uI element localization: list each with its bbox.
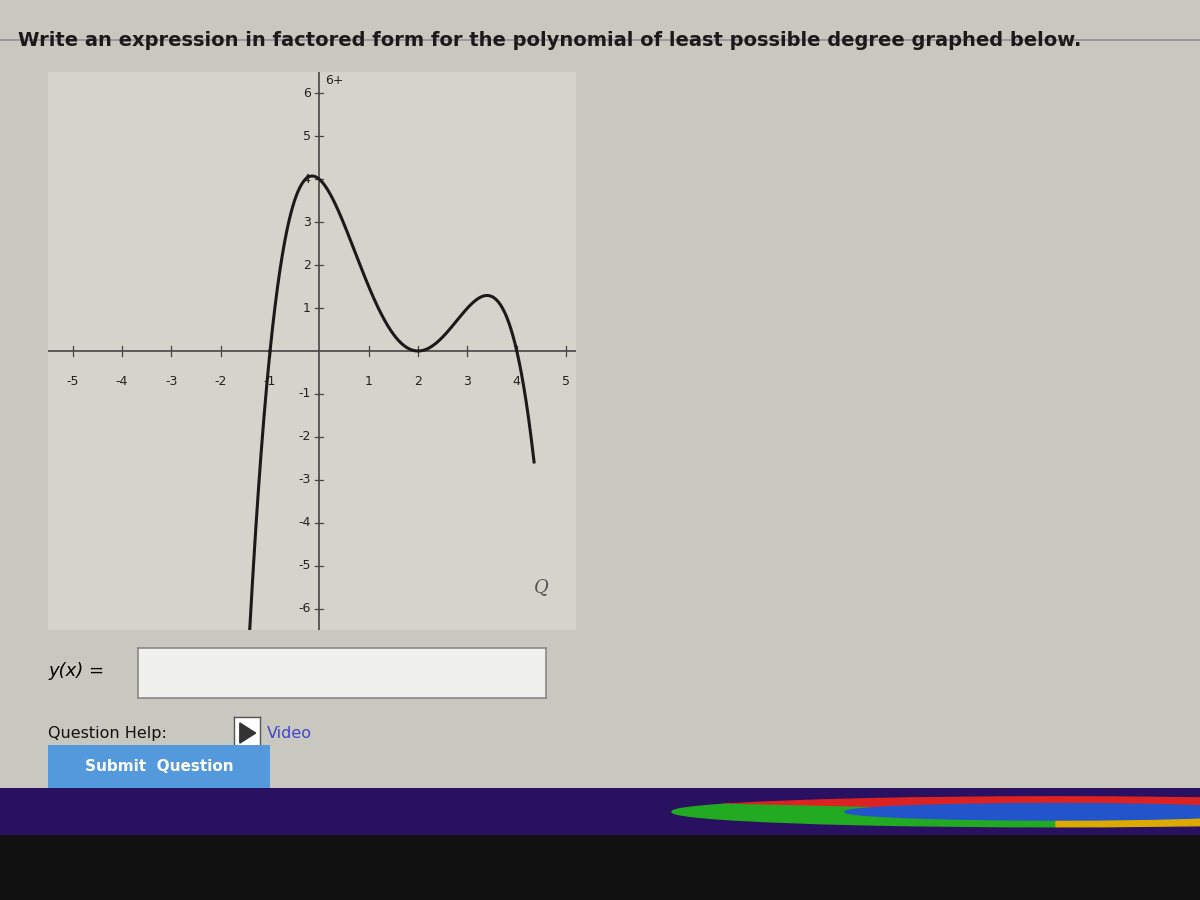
Text: -1: -1 bbox=[264, 374, 276, 388]
Text: -4: -4 bbox=[116, 374, 128, 388]
Polygon shape bbox=[240, 723, 256, 743]
Text: Q: Q bbox=[534, 578, 548, 596]
Text: -5: -5 bbox=[66, 374, 79, 388]
Text: 6: 6 bbox=[302, 87, 311, 100]
Text: Question Help:: Question Help: bbox=[48, 726, 167, 741]
Text: Video: Video bbox=[266, 726, 312, 741]
Text: 4: 4 bbox=[512, 374, 521, 388]
Text: 6+: 6+ bbox=[325, 74, 344, 87]
Text: -4: -4 bbox=[298, 517, 311, 529]
Text: -5: -5 bbox=[298, 559, 311, 572]
Text: Submit  Question: Submit Question bbox=[85, 759, 233, 774]
Text: 5: 5 bbox=[302, 130, 311, 143]
Wedge shape bbox=[724, 796, 1200, 812]
Text: -3: -3 bbox=[166, 374, 178, 388]
Text: 2: 2 bbox=[302, 258, 311, 272]
Text: 3: 3 bbox=[302, 216, 311, 229]
Circle shape bbox=[845, 804, 1200, 820]
Text: Write an expression in factored form for the polynomial of least possible degree: Write an expression in factored form for… bbox=[18, 32, 1081, 50]
Text: 5: 5 bbox=[562, 374, 570, 388]
Text: 4: 4 bbox=[302, 173, 311, 185]
Text: 1: 1 bbox=[302, 302, 311, 315]
Text: -3: -3 bbox=[298, 473, 311, 486]
Text: 3: 3 bbox=[463, 374, 472, 388]
Text: 2: 2 bbox=[414, 374, 422, 388]
Text: -2: -2 bbox=[215, 374, 227, 388]
Text: -2: -2 bbox=[298, 430, 311, 444]
Text: 1: 1 bbox=[365, 374, 373, 388]
Wedge shape bbox=[672, 805, 1056, 827]
Text: -6: -6 bbox=[298, 602, 311, 615]
Text: -1: -1 bbox=[298, 387, 311, 400]
Wedge shape bbox=[1056, 805, 1200, 827]
Text: y(x) =: y(x) = bbox=[48, 662, 104, 680]
